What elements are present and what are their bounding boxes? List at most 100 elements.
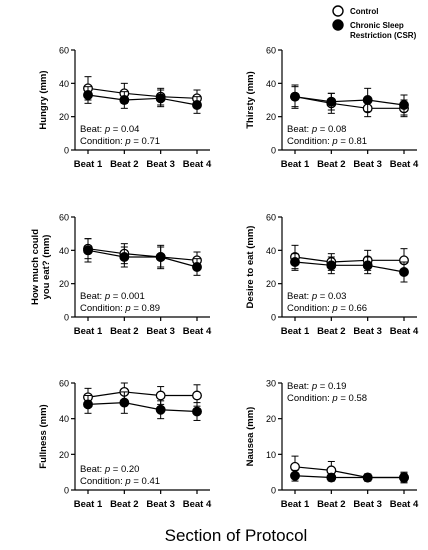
series-control — [290, 455, 409, 484]
legend-csr-label-line2: Restriction (CSR) — [350, 31, 417, 40]
y-tick-label: 20 — [266, 112, 276, 122]
stat-annotation: Condition: p = 0.41 — [80, 476, 160, 487]
data-point — [192, 100, 202, 110]
series-csr — [290, 86, 409, 116]
series-line — [294, 466, 404, 479]
series-line — [294, 261, 405, 273]
data-point — [155, 404, 166, 415]
series-line — [87, 87, 198, 99]
y-axis-label: How much could — [30, 229, 41, 305]
x-tick-label: Beat 3 — [146, 326, 175, 337]
y-tick-label: 0 — [64, 313, 69, 323]
data-point — [155, 93, 166, 104]
data-point — [119, 397, 130, 408]
y-axis-label: Hungry (mm) — [38, 70, 49, 129]
y-tick-label: 0 — [271, 486, 276, 496]
data-point — [362, 95, 373, 105]
x-tick-label: Beat 3 — [353, 326, 382, 337]
data-point — [326, 260, 337, 271]
panel-3: 0 20 40 60 Beat 1 Beat 2 Beat 3 Beat 4 How much … — [30, 213, 212, 338]
series-line — [294, 96, 404, 109]
stat-annotation: Beat: p = 0.20 — [80, 464, 139, 475]
data-point — [83, 90, 93, 100]
y-tick-label: 0 — [64, 146, 69, 156]
x-tick-label: Beat 3 — [353, 159, 382, 170]
y-tick-label: 0 — [271, 146, 276, 156]
y-axis-label: Nausea (mm) — [245, 407, 256, 467]
data-point — [83, 399, 93, 410]
series-csr — [290, 253, 409, 283]
y-tick-label: 20 — [266, 414, 276, 424]
x-tick-label: Beat 4 — [390, 159, 419, 170]
x-tick-label: Beat 2 — [110, 159, 139, 170]
legend-csr-label-line1: Chronic Sleep — [350, 21, 404, 30]
data-point — [290, 461, 300, 472]
x-tick-label: Beat 3 — [146, 159, 175, 170]
x-tick-label: Beat 2 — [110, 326, 139, 337]
y-tick-label: 20 — [59, 112, 69, 122]
x-tick-label: Beat 1 — [281, 159, 310, 170]
stat-annotation: Beat: p = 0.03 — [287, 291, 346, 302]
x-tick-label: Beat 4 — [183, 326, 212, 337]
x-tick-label: Beat 3 — [353, 499, 382, 510]
stat-annotation: Beat: p = 0.19 — [287, 381, 346, 392]
y-tick-label: 60 — [266, 46, 276, 56]
series-csr — [83, 86, 202, 114]
x-tick-label: Beat 3 — [146, 499, 175, 510]
y-tick-label: 40 — [59, 79, 69, 89]
x-axis-title: Section of Protocol — [165, 526, 308, 545]
series-line — [87, 391, 197, 398]
x-tick-label: Beat 2 — [317, 159, 346, 170]
x-tick-label: Beat 4 — [183, 499, 212, 510]
legend-control-marker — [332, 5, 344, 17]
data-point — [399, 100, 409, 110]
stat-annotation: Condition: p = 0.71 — [80, 136, 160, 147]
series-line — [87, 248, 198, 261]
series-line — [294, 96, 405, 106]
panel-4: 0 20 40 60 Beat 1 Beat 2 Beat 3 Beat 4 Desire to… — [245, 213, 419, 338]
series-csr — [290, 469, 409, 483]
y-tick-label: 30 — [266, 379, 276, 389]
data-point — [119, 95, 130, 105]
y-tick-label: 60 — [266, 213, 276, 223]
data-point — [399, 472, 409, 483]
data-point — [362, 472, 373, 483]
series-line — [87, 94, 198, 106]
panel-2: 0 20 40 60 Beat 1 Beat 2 Beat 3 Beat 4 Thirsty (… — [245, 46, 419, 171]
y-tick-label: 0 — [64, 486, 69, 496]
stat-annotation: Condition: p = 0.81 — [287, 136, 367, 147]
stat-annotation: Condition: p = 0.89 — [80, 303, 160, 314]
series-control — [83, 382, 202, 407]
data-point — [155, 252, 166, 262]
stat-annotation: Condition: p = 0.66 — [287, 303, 367, 314]
x-tick-label: Beat 2 — [317, 326, 346, 337]
data-point — [155, 390, 166, 401]
stat-annotation: Beat: p = 0.001 — [80, 291, 145, 302]
y-tick-label: 20 — [59, 279, 69, 289]
data-point — [362, 260, 373, 271]
x-tick-label: Beat 1 — [74, 326, 103, 337]
y-axis-label: you eat? (mm) — [41, 235, 52, 300]
x-tick-label: Beat 4 — [390, 499, 419, 510]
series-control — [290, 244, 409, 273]
stat-annotation: Condition: p = 0.58 — [287, 393, 367, 404]
x-tick-label: Beat 4 — [390, 326, 419, 337]
data-point — [192, 262, 202, 272]
panel-6: 0 10 20 30 Beat 1 Beat 2 Beat 3 Beat 4 Nausea (m… — [245, 379, 419, 511]
data-point — [290, 91, 300, 102]
y-tick-label: 60 — [59, 46, 69, 56]
x-tick-label: Beat 1 — [281, 326, 310, 337]
y-tick-label: 60 — [59, 379, 69, 389]
y-tick-label: 10 — [266, 450, 276, 460]
x-tick-label: Beat 2 — [110, 499, 139, 510]
data-point — [326, 96, 337, 107]
y-tick-label: 0 — [271, 313, 276, 323]
series-line — [87, 402, 198, 413]
data-point — [192, 406, 202, 417]
y-axis-label: Desire to eat (mm) — [245, 226, 256, 309]
data-point — [326, 472, 337, 483]
x-tick-label: Beat 1 — [74, 159, 103, 170]
legend-control-label: Control — [350, 7, 378, 16]
data-point — [290, 470, 300, 481]
y-tick-label: 40 — [59, 246, 69, 256]
